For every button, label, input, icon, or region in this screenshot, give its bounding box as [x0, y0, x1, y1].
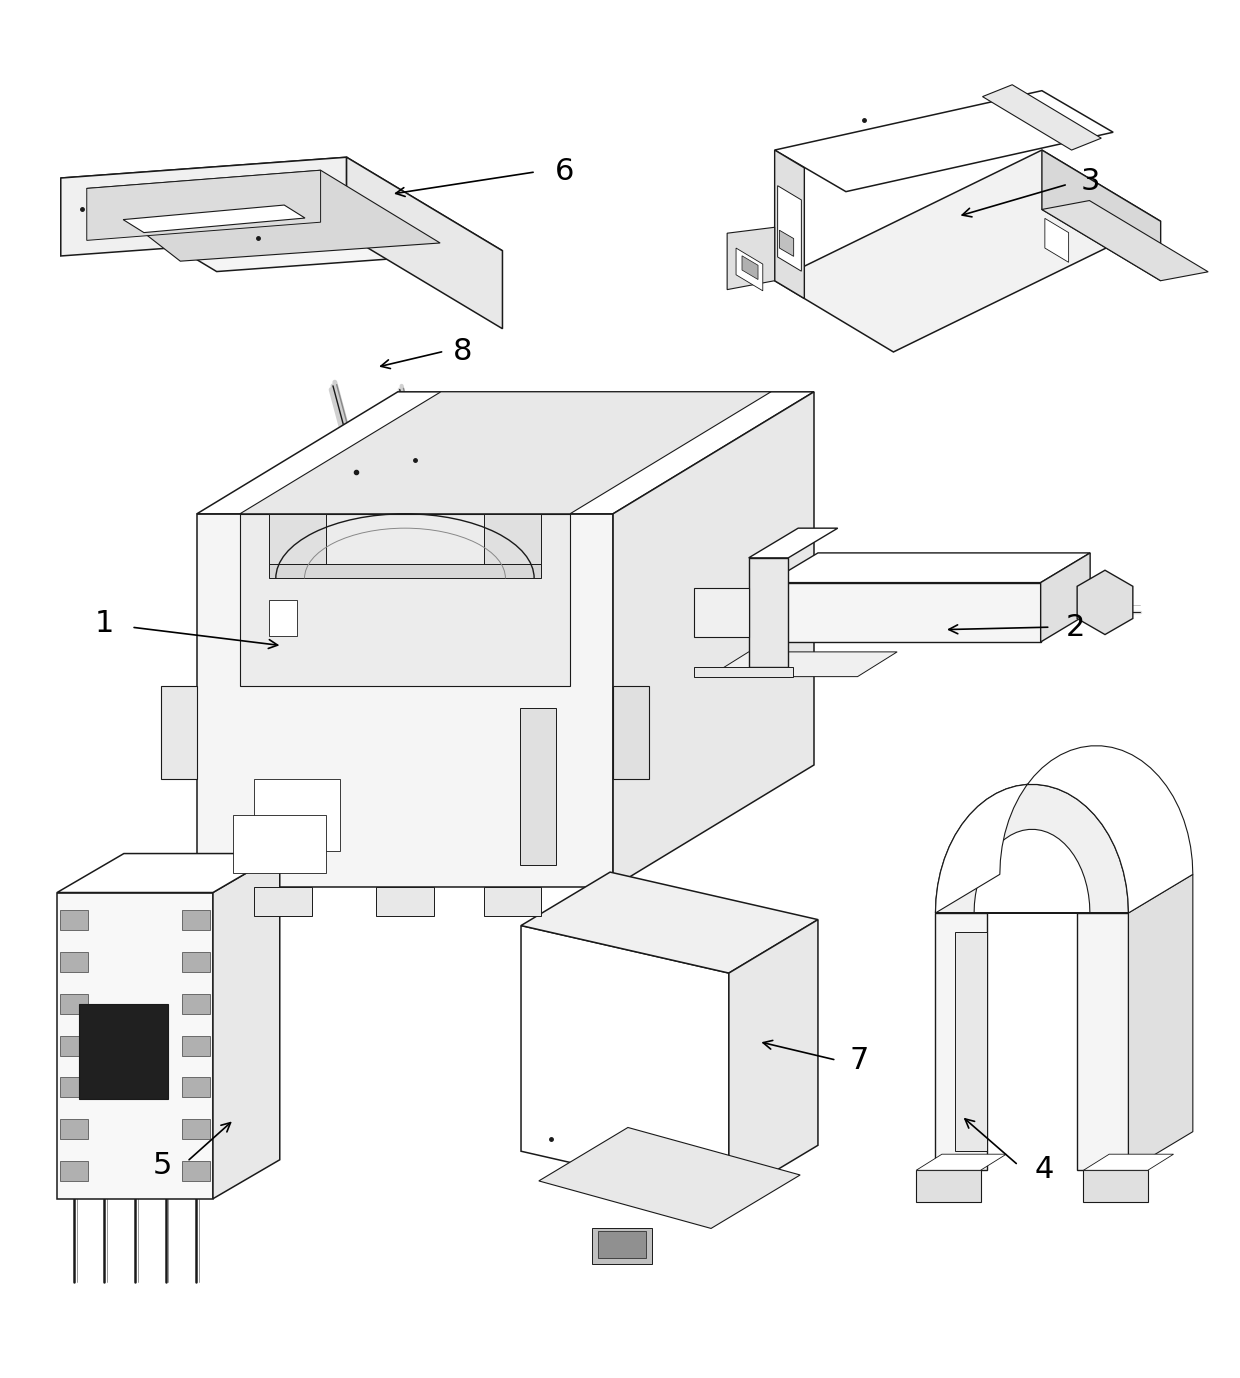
Polygon shape [1042, 201, 1208, 281]
Polygon shape [269, 514, 326, 564]
Text: 1: 1 [94, 609, 114, 638]
Polygon shape [749, 558, 789, 667]
Polygon shape [197, 514, 613, 887]
Polygon shape [539, 1127, 800, 1228]
Polygon shape [613, 391, 813, 887]
Text: 6: 6 [554, 157, 574, 186]
Polygon shape [1078, 570, 1133, 634]
Text: 3: 3 [1080, 167, 1100, 196]
Polygon shape [269, 564, 542, 579]
Polygon shape [61, 157, 502, 271]
Polygon shape [57, 853, 280, 893]
Polygon shape [916, 1170, 981, 1203]
Text: 2: 2 [1065, 613, 1085, 642]
Polygon shape [694, 667, 794, 677]
Polygon shape [935, 914, 987, 1170]
Polygon shape [775, 150, 805, 299]
Polygon shape [57, 893, 213, 1199]
Polygon shape [749, 528, 838, 558]
Polygon shape [521, 926, 729, 1199]
Polygon shape [182, 994, 210, 1014]
Polygon shape [182, 911, 210, 930]
Polygon shape [1084, 1155, 1173, 1170]
Polygon shape [694, 587, 749, 637]
Polygon shape [521, 872, 818, 973]
Polygon shape [254, 780, 341, 852]
Polygon shape [60, 994, 88, 1014]
Polygon shape [79, 1005, 169, 1098]
Polygon shape [213, 853, 280, 1199]
Polygon shape [520, 707, 556, 865]
Polygon shape [182, 1078, 210, 1097]
Polygon shape [769, 553, 1090, 583]
Polygon shape [61, 157, 346, 256]
Polygon shape [742, 256, 758, 280]
Polygon shape [775, 91, 1114, 192]
Polygon shape [729, 919, 818, 1199]
Polygon shape [60, 1119, 88, 1140]
Polygon shape [182, 1036, 210, 1056]
Polygon shape [87, 171, 321, 240]
Text: 4: 4 [1034, 1155, 1054, 1184]
Polygon shape [737, 248, 763, 291]
Polygon shape [60, 1078, 88, 1097]
Polygon shape [60, 952, 88, 971]
Polygon shape [233, 816, 326, 872]
Polygon shape [975, 830, 1090, 914]
Polygon shape [161, 686, 197, 780]
Polygon shape [769, 583, 1040, 642]
Text: 8: 8 [453, 336, 472, 365]
Polygon shape [123, 205, 305, 233]
Polygon shape [780, 230, 794, 256]
Polygon shape [197, 391, 813, 514]
Polygon shape [935, 745, 1193, 914]
Polygon shape [1084, 1170, 1148, 1203]
Polygon shape [709, 652, 897, 677]
Polygon shape [916, 1155, 1007, 1170]
Polygon shape [727, 227, 775, 289]
Polygon shape [60, 1036, 88, 1056]
Polygon shape [593, 1228, 652, 1264]
Polygon shape [269, 599, 298, 635]
Polygon shape [955, 933, 987, 1151]
Polygon shape [60, 911, 88, 930]
Polygon shape [376, 887, 434, 915]
Polygon shape [239, 514, 570, 686]
Polygon shape [598, 1232, 646, 1258]
Polygon shape [982, 84, 1101, 150]
Polygon shape [182, 952, 210, 971]
Polygon shape [1045, 218, 1069, 262]
Polygon shape [1078, 914, 1128, 1170]
Polygon shape [1040, 553, 1090, 642]
Polygon shape [254, 887, 311, 915]
Polygon shape [1042, 150, 1161, 281]
Polygon shape [484, 887, 542, 915]
Polygon shape [60, 1160, 88, 1181]
Polygon shape [775, 150, 1161, 351]
Polygon shape [182, 1160, 210, 1181]
Polygon shape [182, 1119, 210, 1140]
Polygon shape [935, 784, 1128, 914]
Polygon shape [1128, 874, 1193, 1170]
Polygon shape [87, 171, 440, 262]
Text: 7: 7 [849, 1046, 868, 1075]
Polygon shape [777, 186, 801, 271]
Polygon shape [613, 686, 649, 780]
Polygon shape [484, 514, 542, 564]
Text: 5: 5 [153, 1151, 172, 1180]
Polygon shape [346, 157, 502, 329]
Polygon shape [239, 391, 771, 514]
